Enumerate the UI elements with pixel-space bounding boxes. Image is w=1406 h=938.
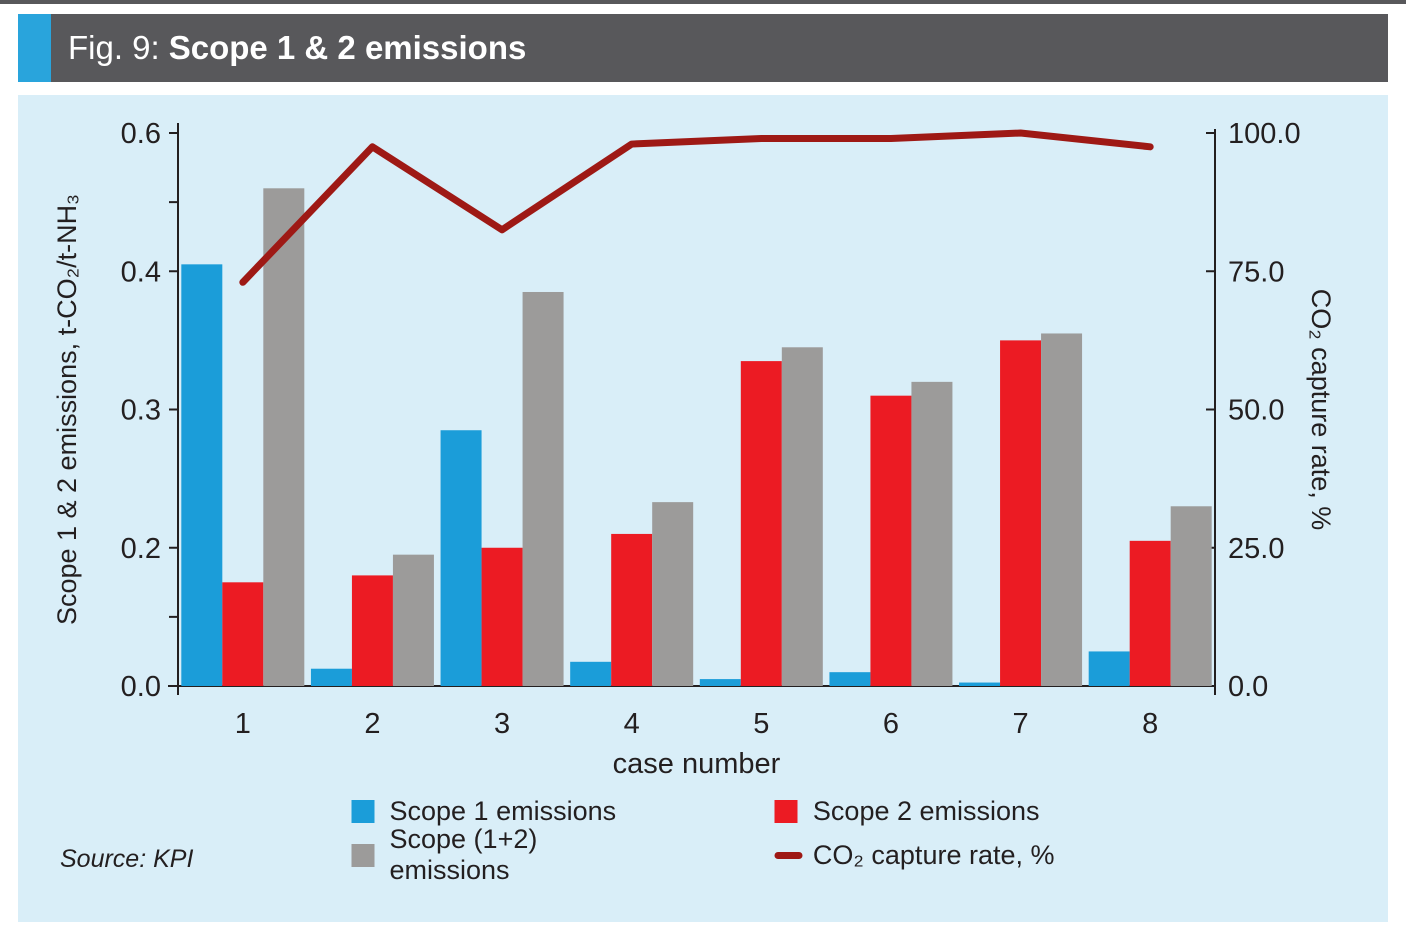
right-axis-title: CO₂ capture rate, % bbox=[1306, 289, 1336, 531]
legend-label: Scope 1 emissions bbox=[389, 795, 617, 826]
legend-label: Scope (1+2) emissions bbox=[389, 824, 538, 885]
right-tick-label: 50.0 bbox=[1228, 395, 1284, 427]
legend-item-1: Scope 1 emissions bbox=[351, 789, 647, 833]
left-tick-label: 0.3 bbox=[121, 395, 161, 427]
bar bbox=[740, 361, 782, 686]
bar-series-3 bbox=[263, 188, 1212, 687]
legend-label: CO₂ capture rate, % bbox=[812, 839, 1055, 870]
bar bbox=[1088, 651, 1130, 686]
figure-title: Fig. 9: Scope 1 & 2 emissions bbox=[68, 14, 526, 82]
bar bbox=[481, 547, 523, 686]
right-tick-label: 75.0 bbox=[1228, 256, 1284, 288]
bar bbox=[1000, 340, 1042, 686]
legend-color-swatch bbox=[351, 799, 375, 823]
bar bbox=[440, 430, 482, 686]
bar bbox=[181, 264, 223, 686]
bar bbox=[781, 347, 823, 686]
legend-line-swatch bbox=[774, 851, 803, 859]
bar bbox=[911, 381, 953, 686]
legend-color-swatch bbox=[351, 843, 375, 867]
bar bbox=[870, 395, 912, 686]
source-note: Source: KPI bbox=[60, 845, 194, 873]
figure-number-label: Fig. 9: bbox=[68, 29, 160, 66]
legend-label: Scope 2 emissions bbox=[812, 795, 1040, 826]
bar bbox=[1041, 333, 1083, 686]
bar bbox=[392, 554, 434, 686]
left-tick-label: 0.6 bbox=[121, 118, 161, 150]
chart-legend: Scope 1 emissions Scope 2 emissions Scope … bbox=[351, 789, 1055, 885]
bar bbox=[351, 575, 393, 686]
x-tick-label: 6 bbox=[883, 708, 899, 740]
x-axis-title: case number bbox=[613, 748, 781, 780]
x-tick-label: 7 bbox=[1012, 708, 1028, 740]
bar-series-2 bbox=[222, 340, 1171, 686]
bar bbox=[1129, 540, 1171, 686]
left-tick-label: 0.2 bbox=[121, 533, 161, 565]
legend-item-4: CO₂ capture rate, % bbox=[774, 833, 1055, 877]
bar bbox=[611, 533, 653, 686]
x-tick-label: 3 bbox=[494, 708, 510, 740]
bar bbox=[652, 502, 694, 686]
x-tick-label: 8 bbox=[1142, 708, 1158, 740]
x-tick-label: 1 bbox=[235, 708, 251, 740]
right-tick-label: 25.0 bbox=[1228, 533, 1284, 565]
bar bbox=[829, 672, 871, 686]
legend-item-2: Scope 2 emissions bbox=[774, 789, 1055, 833]
x-tick-label: 2 bbox=[364, 708, 380, 740]
legend-item-3: Scope (1+2) emissions bbox=[351, 824, 647, 885]
bar bbox=[522, 291, 564, 686]
right-tick-label: 100.0 bbox=[1228, 118, 1301, 150]
x-tick-label: 4 bbox=[624, 708, 640, 740]
bar bbox=[699, 679, 741, 686]
figure-header: Fig. 9: Scope 1 & 2 emissions bbox=[18, 14, 1388, 82]
bar bbox=[263, 188, 305, 687]
capture-rate-line bbox=[239, 129, 1154, 286]
bar bbox=[570, 661, 612, 686]
right-tick-label: 0.0 bbox=[1228, 671, 1268, 703]
bar bbox=[222, 582, 264, 686]
header-accent-square bbox=[18, 14, 51, 82]
x-tick-label: 5 bbox=[753, 708, 769, 740]
left-axis-title: Scope 1 & 2 emissions, t-CO₂/t-NH₃ bbox=[52, 194, 82, 625]
bar bbox=[959, 682, 1001, 686]
figure-title-text: Scope 1 & 2 emissions bbox=[168, 29, 527, 66]
bar-series-1 bbox=[181, 264, 1130, 686]
legend-color-swatch bbox=[774, 799, 798, 823]
left-tick-label: 0.0 bbox=[121, 671, 161, 703]
chart-panel-background bbox=[18, 95, 1388, 922]
left-tick-label: 0.4 bbox=[121, 256, 161, 288]
bar bbox=[1170, 506, 1212, 686]
top-border-strip bbox=[0, 0, 1406, 4]
bar bbox=[310, 668, 352, 686]
